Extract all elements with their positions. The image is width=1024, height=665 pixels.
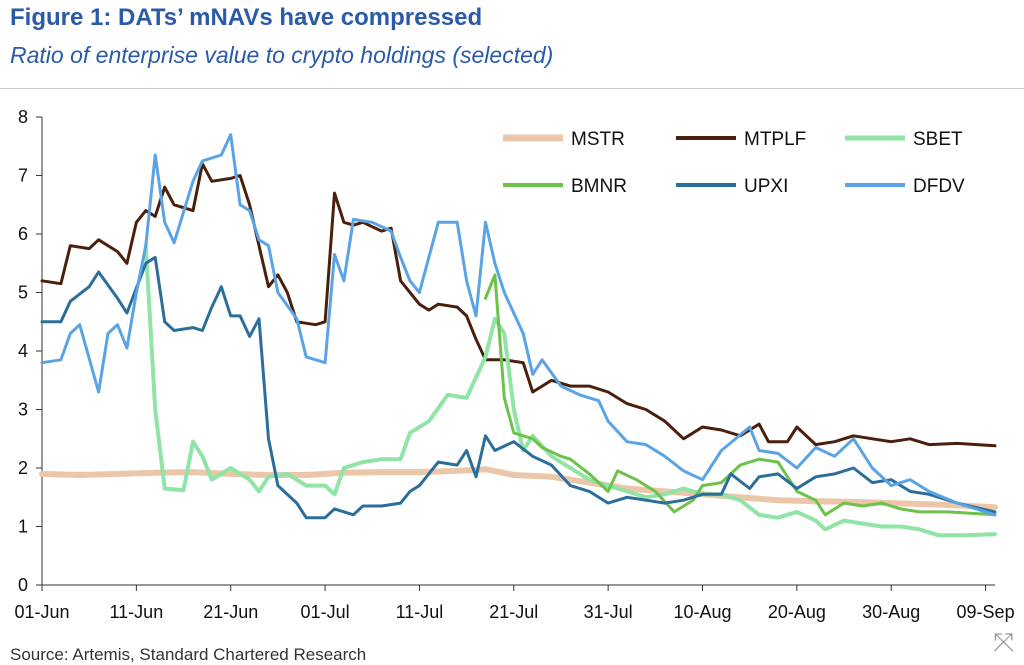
x-tick-label: 30-Aug <box>862 602 920 622</box>
y-tick-label: 6 <box>18 224 28 244</box>
series-line-sbet <box>143 243 997 538</box>
axes: 0 1 2 3 4 5 6 7 8 01-Jun 11-Jun 21-Jun 01-Jul 11-Jul 2… <box>14 107 1014 622</box>
legend-label-dfdv: DFDV <box>913 176 965 197</box>
legend-label-mstr: MSTR <box>571 129 625 150</box>
x-tick-label: 21-Jun <box>203 602 258 622</box>
x-tick-label: 21-Jul <box>489 602 538 622</box>
y-tick-label: 5 <box>18 283 28 303</box>
x-tick-label: 01-Jun <box>14 602 69 622</box>
series-line-bmnr <box>484 273 997 517</box>
x-tick-label: 11-Jul <box>396 602 444 622</box>
series-line-mtplf <box>40 162 997 448</box>
source-note: Source: Artemis, Standard Chartered Rese… <box>10 645 367 664</box>
title-divider <box>0 88 1024 89</box>
y-tick-label: 0 <box>18 575 28 595</box>
y-tick-label: 3 <box>18 400 28 420</box>
x-tick-label: 09-Sep <box>957 602 1015 622</box>
y-tick-label: 4 <box>18 341 28 361</box>
legend-label-bmnr: BMNR <box>571 176 627 197</box>
series-lines <box>39 133 998 538</box>
x-tick-label: 31-Jul <box>584 602 633 622</box>
chart-legend: MSTR MTPLF SBET BMNR UPXI DFDV <box>503 129 965 197</box>
x-tick-label: 01-Jul <box>301 602 350 622</box>
y-tick-label: 2 <box>18 458 28 478</box>
x-tick-label: 11-Jun <box>110 602 164 622</box>
y-tick-label: 8 <box>18 107 28 127</box>
legend-label-sbet: SBET <box>913 129 963 150</box>
chart-subtitle: Ratio of enterprise value to crypto hold… <box>10 42 554 68</box>
legend-label-upxi: UPXI <box>744 176 788 197</box>
x-tick-label: 20-Aug <box>768 602 826 622</box>
legend-label-mtplf: MTPLF <box>744 129 806 150</box>
x-tick-label: 10-Aug <box>673 602 731 622</box>
chart-title: Figure 1: DATs’ mNAVs have compressed <box>10 4 483 31</box>
expand-arrows-icon[interactable]: ⤧ <box>993 628 1014 658</box>
y-tick-label: 1 <box>18 517 28 537</box>
series-line-mstr <box>39 466 998 511</box>
y-tick-label: 7 <box>18 166 28 186</box>
series-line-upxi <box>40 255 997 520</box>
series-line-dfdv <box>40 133 997 517</box>
